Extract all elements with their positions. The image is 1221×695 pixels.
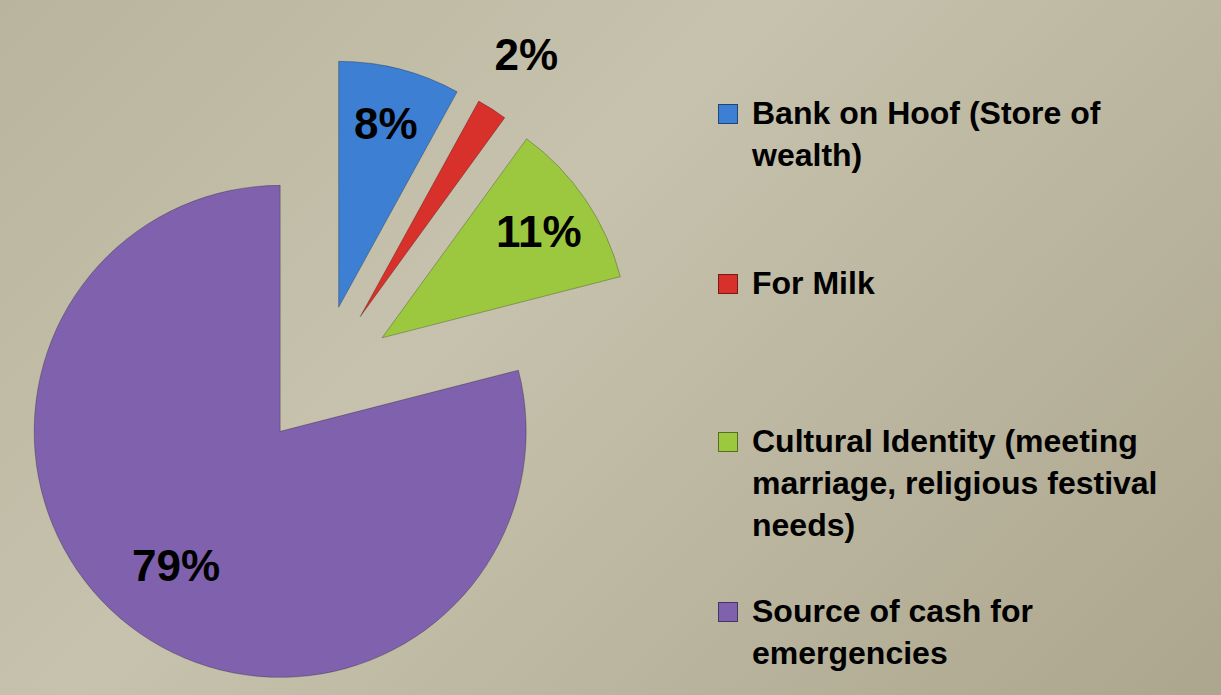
svg-text:11%: 11%	[496, 207, 582, 256]
html-text:Source of cash for emergencies: Source of cash for emergencies	[752, 593, 1033, 671]
svg-text:2%: 2%	[494, 30, 558, 79]
html-text:Cultural Identity (meeting mar: Cultural Identity (meeting marriage, rel…	[752, 423, 1158, 543]
svg-text:8%: 8%	[354, 99, 418, 148]
html-text:For Milk: For Milk	[752, 265, 875, 301]
svg-text:79%: 79%	[132, 541, 220, 590]
html-text:Bank on Hoof (Store of wealth): Bank on Hoof (Store of wealth)	[752, 95, 1101, 173]
